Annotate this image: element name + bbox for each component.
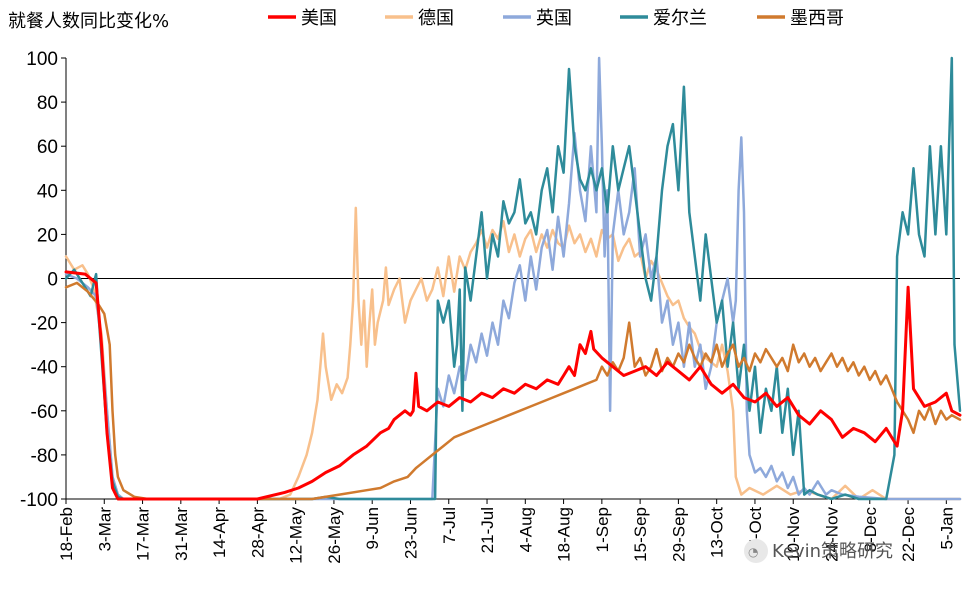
x-tick-label: 1-Sep xyxy=(593,507,612,552)
legend-label-3: 爱尔兰 xyxy=(653,8,707,29)
x-tick-label: 13-Oct xyxy=(708,507,727,558)
legend-label-0: 美国 xyxy=(301,8,337,29)
y-tick-label: -40 xyxy=(31,358,58,379)
legend-label-1: 德国 xyxy=(418,8,454,29)
legend: 美国 德国 英国 爱尔兰 墨西哥 xyxy=(268,8,844,29)
y-tick-label: -100 xyxy=(20,490,58,511)
x-tick-label: 4-Aug xyxy=(516,507,535,552)
x-tick-label: 5-Jan xyxy=(937,507,956,550)
x-tick-label: 18-Aug xyxy=(555,507,574,562)
x-tick-label: 18-Feb xyxy=(57,507,76,561)
plot-area: 100 80 60 40 20 0 -20 -40 -60 -80 -100 18-Feb 3-Mar… xyxy=(20,49,962,564)
y-tick-label: 100 xyxy=(26,49,58,70)
y-axis-label: 就餐人数同比变化% xyxy=(8,11,169,32)
x-tick-label: 29-Sep xyxy=(669,507,688,562)
x-tick-label: 8-Dec xyxy=(861,507,880,553)
series-line-3 xyxy=(64,56,962,501)
x-tick-label: 23-Jun xyxy=(401,507,420,559)
watermark-logo-glyph: ◔ xyxy=(748,545,758,559)
x-tick-label: 9-Jun xyxy=(363,507,382,550)
y-tick-label: 40 xyxy=(37,181,58,202)
x-tick-label: 31-Mar xyxy=(172,507,191,561)
x-tick-label: 7-Jul xyxy=(440,507,459,544)
x-tick-label: 3-Mar xyxy=(95,507,114,552)
series-line-4 xyxy=(64,281,962,501)
x-tick-label: 14-Apr xyxy=(210,507,229,558)
series-line-0 xyxy=(64,270,962,501)
y-tick-label: 0 xyxy=(47,270,58,291)
series-line-1 xyxy=(64,206,962,501)
y-tick-label: 20 xyxy=(37,225,58,246)
y-tick-label: 80 xyxy=(37,93,58,114)
y-tick-label: -60 xyxy=(31,402,58,423)
legend-label-4: 墨西哥 xyxy=(790,8,844,29)
x-tick-label: 26-May xyxy=(325,507,344,564)
x-tick-label: 28-Apr xyxy=(248,507,267,558)
x-tick-label: 17-Mar xyxy=(134,507,153,561)
watermark: ◔ Kevin策略研究 xyxy=(744,539,893,563)
x-ticks: 18-Feb 3-Mar 17-Mar 31-Mar 14-Apr 28-Apr 12-Ma… xyxy=(57,499,956,564)
x-tick-label: 21-Jul xyxy=(478,507,497,553)
legend-label-2: 英国 xyxy=(536,8,572,29)
x-tick-label: 10-Nov xyxy=(784,507,803,562)
x-tick-label: 22-Dec xyxy=(899,507,918,562)
x-tick-label: 15-Sep xyxy=(631,507,650,562)
y-tick-label: -80 xyxy=(31,446,58,467)
y-tick-label: 60 xyxy=(37,137,58,158)
y-ticks: 100 80 60 40 20 0 -20 -40 -60 -80 -100 xyxy=(20,49,66,511)
series-lines xyxy=(64,56,962,501)
watermark-logo-icon xyxy=(744,539,768,563)
watermark-text: Kevin策略研究 xyxy=(772,541,893,562)
x-tick-label: 24-Nov xyxy=(823,507,842,562)
x-tick-label: 12-May xyxy=(287,507,306,564)
y-tick-label: -20 xyxy=(31,314,58,335)
